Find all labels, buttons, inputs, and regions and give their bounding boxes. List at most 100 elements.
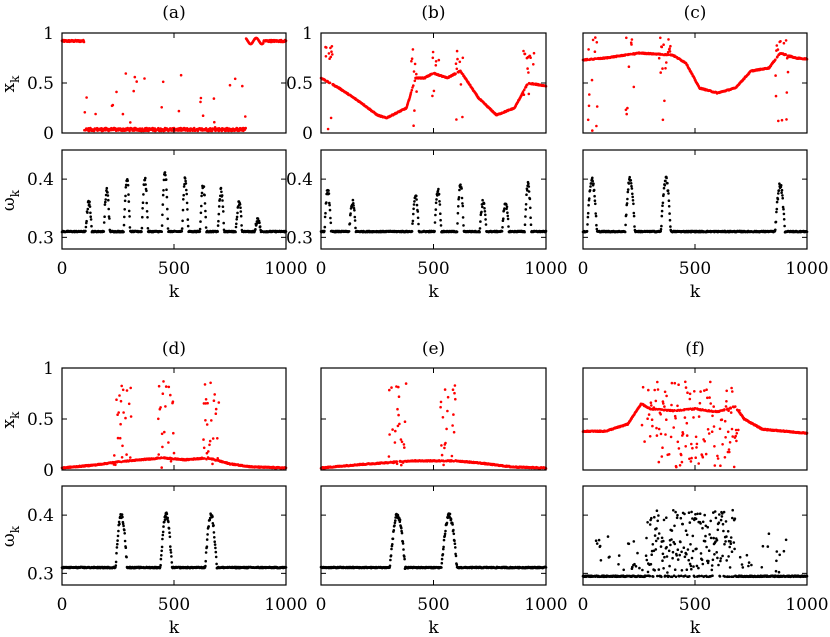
xk-point <box>210 419 213 422</box>
xk-point <box>167 385 171 389</box>
omega-point <box>781 194 784 197</box>
x-tick-label: 1000 <box>264 259 307 279</box>
omega-point <box>217 212 221 216</box>
x-tick-label: 0 <box>57 259 68 279</box>
omega-point <box>529 223 533 226</box>
omega-point <box>782 207 785 211</box>
omega-point <box>163 171 167 174</box>
xk-point <box>409 91 413 94</box>
omega-point <box>352 202 355 205</box>
omega-point <box>182 193 185 197</box>
xk-point <box>157 417 160 421</box>
omega-point <box>588 189 592 192</box>
omega-point <box>107 198 110 202</box>
xk-point <box>774 58 777 61</box>
xk-point <box>163 430 166 434</box>
xk-point <box>657 56 661 60</box>
xk-point <box>331 53 334 56</box>
omega-point <box>592 188 596 192</box>
omega-point <box>587 203 590 207</box>
omega-point <box>165 195 169 199</box>
omega-point <box>115 546 119 549</box>
omega-point <box>215 562 218 566</box>
omega-point <box>527 185 531 188</box>
omega-point <box>323 225 327 229</box>
omega-point <box>484 218 487 221</box>
xk-point <box>785 118 788 121</box>
xk-point <box>659 71 662 74</box>
omega-point <box>167 520 170 524</box>
y-tick-label: 0.4 <box>27 170 54 190</box>
xk-point <box>213 393 216 396</box>
omega-point <box>124 186 128 189</box>
omega-point <box>126 183 130 187</box>
xk-point <box>169 460 173 463</box>
omega-point <box>478 227 482 230</box>
omega-point <box>783 224 786 228</box>
xk-point <box>122 411 125 414</box>
omega-point <box>170 561 174 564</box>
omega-point <box>412 207 415 211</box>
omega-point <box>183 177 187 180</box>
xk-point <box>667 38 670 41</box>
omega-point <box>623 230 627 234</box>
omega-point <box>116 534 120 538</box>
omega-point <box>221 199 224 202</box>
omega-point <box>411 222 414 225</box>
omega-point <box>781 196 784 200</box>
omega-point <box>161 533 165 537</box>
omega-point <box>664 179 667 183</box>
omega-point <box>523 230 526 234</box>
xk-point <box>204 419 207 422</box>
omega-point <box>506 211 509 214</box>
xk-point <box>413 62 417 66</box>
omega-point <box>505 203 508 206</box>
omega-point <box>660 224 663 228</box>
xk-point <box>410 59 413 63</box>
xk-point <box>115 90 118 94</box>
omega-point <box>106 191 109 194</box>
xk-point <box>94 112 97 116</box>
omega-point <box>503 207 506 210</box>
panel-title: (d) <box>162 339 186 359</box>
xk-point <box>459 83 463 86</box>
xk-point <box>129 456 132 459</box>
xk-point <box>431 50 435 54</box>
xk-point <box>241 84 244 88</box>
x-tick-label: 1000 <box>264 595 307 615</box>
omega-point <box>203 202 207 205</box>
xk-point <box>461 115 464 119</box>
omega-point <box>659 227 663 231</box>
omega-point <box>527 190 531 193</box>
omega-point <box>117 529 120 533</box>
xk-point <box>161 392 165 396</box>
bottom-axes-frame <box>61 149 287 250</box>
omega-point <box>214 555 218 559</box>
omega-point <box>627 182 631 185</box>
omega-point <box>116 539 119 542</box>
omega-point <box>89 218 93 221</box>
omega-point <box>103 215 106 218</box>
xk-point <box>203 383 207 386</box>
omega-point <box>457 196 461 199</box>
y-tick-label: 0.3 <box>286 228 313 248</box>
xk-point <box>212 399 216 403</box>
xk-point <box>410 88 414 92</box>
omega-point <box>200 204 203 208</box>
omega-point <box>780 191 783 194</box>
omega-point <box>779 184 783 187</box>
omega-point <box>434 208 438 211</box>
omega-point <box>165 188 168 191</box>
xk-series <box>319 45 548 131</box>
xk-point <box>161 445 164 449</box>
y-tick-label: 0.3 <box>27 564 54 584</box>
xk-point <box>415 90 418 93</box>
omega-point <box>85 219 88 223</box>
omega-point <box>238 203 242 206</box>
omega-point <box>186 208 189 211</box>
omega-point <box>123 528 126 532</box>
omega-point <box>460 196 464 200</box>
xk-point <box>169 393 172 397</box>
xk-point <box>133 75 137 79</box>
